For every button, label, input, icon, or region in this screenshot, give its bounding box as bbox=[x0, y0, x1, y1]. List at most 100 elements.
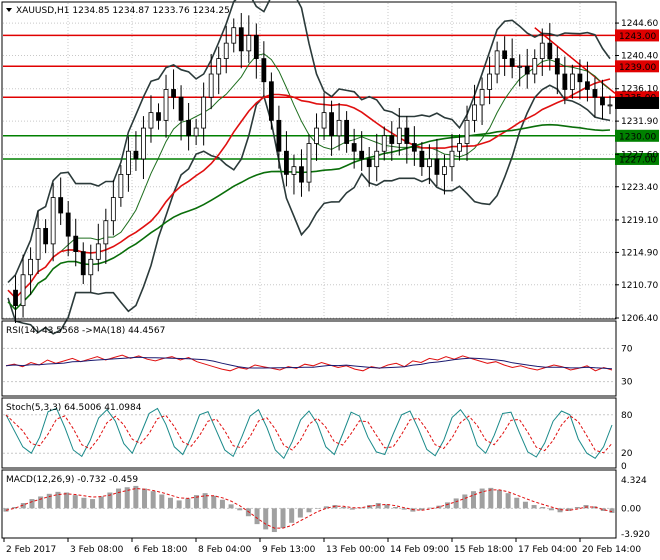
candle-body bbox=[547, 42, 553, 59]
candle-body bbox=[374, 150, 380, 168]
candle-body bbox=[80, 251, 86, 276]
price-grid bbox=[3, 3, 615, 319]
macd-histogram-bar bbox=[12, 507, 18, 509]
dropdown-triangle-icon[interactable] bbox=[6, 8, 12, 12]
macd-histogram-bar bbox=[427, 507, 433, 509]
macd-histogram-bar bbox=[323, 506, 329, 509]
candle-body bbox=[509, 58, 515, 67]
macd-histogram-bar bbox=[574, 507, 580, 509]
candle-body bbox=[156, 112, 161, 121]
candle-body bbox=[58, 197, 64, 214]
macd-histogram-bar bbox=[592, 506, 598, 509]
rsi-panel: 70 30 RSI(14) 43.5568 ->MA(18) 44.4567 bbox=[1, 320, 633, 397]
candle-body bbox=[88, 258, 94, 276]
candle-body bbox=[434, 158, 440, 175]
rsi-tick-label: 70 bbox=[621, 344, 633, 354]
candle-body bbox=[201, 96, 207, 129]
stoch-tick-label: 20 bbox=[621, 449, 633, 459]
candle-body bbox=[110, 197, 116, 222]
stoch-main-line bbox=[5, 407, 613, 460]
y-tick-label: 1214.90 bbox=[621, 248, 658, 258]
candle-body bbox=[487, 73, 493, 90]
candle-body bbox=[73, 235, 79, 253]
y-tick-label: 1210.70 bbox=[621, 281, 658, 291]
macd-histogram-bar bbox=[349, 508, 355, 510]
x-tick-label: 8 Feb 04:00 bbox=[198, 545, 252, 555]
level-label: 1230.00 bbox=[619, 132, 656, 142]
bollinger-upper-band bbox=[7, 0, 611, 284]
price-candles bbox=[13, 13, 613, 324]
candle-body bbox=[569, 73, 575, 90]
candle-body bbox=[50, 197, 56, 245]
x-tick-label: 6 Feb 18:00 bbox=[134, 545, 188, 555]
candle-body bbox=[562, 73, 568, 90]
price-panel: 1243.001239.001235.001230.001227.001234.… bbox=[1, 0, 659, 335]
macd-histogram-bar bbox=[531, 505, 537, 509]
x-tick-label: 14 Feb 09:00 bbox=[390, 545, 449, 555]
macd-histogram-bar bbox=[315, 508, 321, 509]
candle-body bbox=[208, 73, 214, 98]
stoch-tick-label: 80 bbox=[621, 411, 633, 421]
rsi-ma-line bbox=[5, 356, 613, 370]
rsi-tick-label: 30 bbox=[621, 378, 633, 388]
candle-body bbox=[276, 119, 282, 152]
macd-histogram-bar bbox=[55, 491, 61, 509]
candle-body bbox=[479, 89, 485, 106]
candle-body bbox=[321, 112, 327, 129]
macd-histogram-bar bbox=[211, 495, 217, 509]
x-tick-label: 13 Feb 00:00 bbox=[326, 545, 385, 555]
macd-histogram-bar bbox=[297, 508, 303, 518]
macd-histogram-bar bbox=[64, 492, 70, 509]
macd-histogram-bar bbox=[479, 488, 485, 509]
macd-histogram-bar bbox=[375, 503, 381, 509]
candle-body bbox=[419, 150, 425, 168]
y-tick-label: 1227.60 bbox=[621, 150, 658, 160]
candle-body bbox=[148, 112, 154, 129]
candle-body bbox=[35, 228, 41, 260]
candle-body bbox=[449, 150, 455, 168]
stoch-body: 80 20 0 bbox=[3, 407, 633, 472]
candle-body bbox=[216, 58, 222, 75]
macd-histogram-bar bbox=[289, 508, 295, 523]
candle-body bbox=[366, 158, 372, 168]
candle-body bbox=[517, 65, 523, 68]
macd-label: MACD(12,26,9) -0.732 -0.459 bbox=[6, 475, 138, 485]
macd-histogram-bar bbox=[445, 502, 451, 509]
current-price-box bbox=[615, 96, 659, 109]
macd-histogram-bar bbox=[341, 507, 347, 509]
candle-body bbox=[314, 127, 319, 144]
candle-body bbox=[442, 166, 447, 175]
y-tick-label: 1206.40 bbox=[621, 314, 658, 324]
bollinger-lower-band bbox=[7, 84, 611, 335]
macd-histogram-bar bbox=[150, 491, 156, 509]
candle-body bbox=[464, 119, 470, 144]
moving-average-red bbox=[7, 78, 611, 300]
candle-body bbox=[223, 42, 229, 59]
candle-body bbox=[577, 73, 583, 83]
symbol-info: XAUUSD,H1 1234.85 1234.87 1233.76 1234.2… bbox=[16, 6, 230, 16]
macd-histogram-bar bbox=[202, 493, 208, 509]
y-tick-label: 1244.60 bbox=[621, 19, 658, 29]
x-tick-label: 2 Feb 2017 bbox=[6, 545, 56, 555]
macd-histogram-bar bbox=[38, 496, 44, 509]
candle-body bbox=[472, 104, 477, 121]
candle-body bbox=[284, 150, 289, 175]
macd-histogram-bar bbox=[557, 508, 563, 513]
y-tick-label: 1231.90 bbox=[621, 117, 658, 127]
macd-histogram-bar bbox=[462, 494, 468, 509]
macd-histogram-bar bbox=[176, 500, 182, 509]
macd-histogram-bar bbox=[600, 508, 606, 511]
level-label-box bbox=[615, 152, 659, 165]
candle-body bbox=[178, 96, 184, 121]
macd-histogram-bar bbox=[280, 508, 286, 529]
candle-body bbox=[118, 173, 124, 198]
level-label: 1227.00 bbox=[619, 155, 656, 165]
candle-body bbox=[532, 58, 538, 75]
candle-body bbox=[336, 119, 342, 137]
level-label-box bbox=[615, 29, 659, 42]
candle-body bbox=[28, 258, 33, 276]
macd-histogram-bar bbox=[20, 503, 26, 509]
candle-body bbox=[126, 150, 131, 175]
macd-histogram-bar bbox=[271, 508, 277, 533]
macd-histogram-bar bbox=[228, 504, 234, 509]
